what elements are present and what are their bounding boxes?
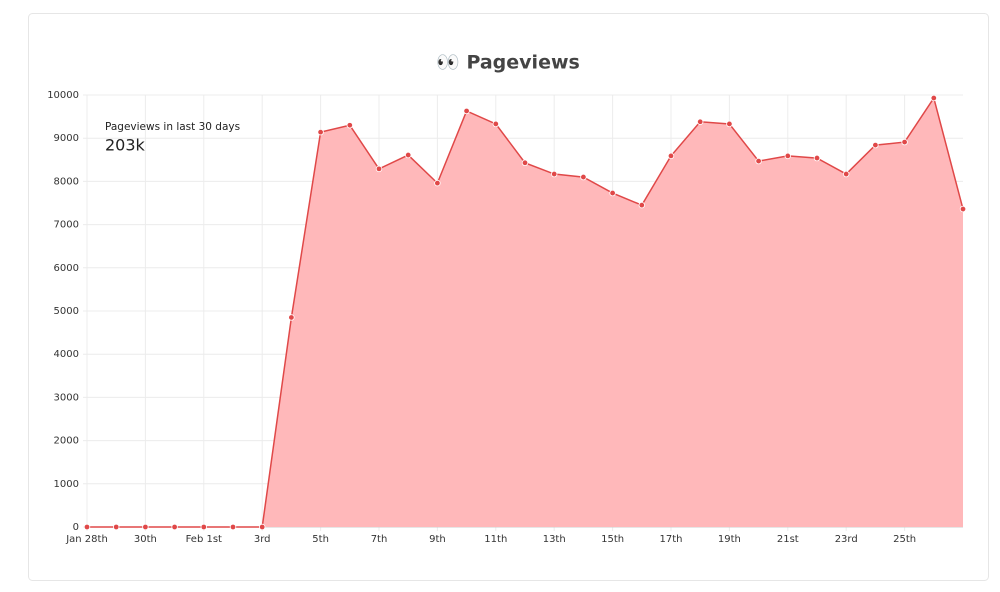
point	[872, 141, 879, 149]
point	[901, 138, 908, 146]
point	[83, 523, 91, 531]
plot	[83, 94, 967, 531]
point	[726, 120, 733, 128]
x-tick-label: 11th	[484, 534, 507, 545]
x-tick-label: 23rd	[835, 534, 858, 545]
point	[405, 151, 412, 159]
point	[930, 94, 937, 102]
point	[755, 157, 762, 165]
x-tick-label: 25th	[893, 534, 916, 545]
point	[580, 173, 587, 181]
point	[463, 107, 470, 115]
point	[229, 523, 237, 531]
annotation: Pageviews in last 30 days	[105, 121, 240, 133]
point	[142, 523, 149, 531]
point	[667, 152, 675, 160]
x-tick-label: 19th	[718, 534, 741, 545]
y-tick-label: 7000	[54, 220, 79, 231]
x-tick-label: 7th	[371, 534, 388, 545]
point	[551, 170, 558, 178]
y-tick-label: 6000	[54, 263, 79, 274]
point	[843, 170, 850, 178]
point	[200, 523, 207, 531]
y-tick-label: 0	[73, 522, 79, 533]
chart-title: 👀 Pageviews	[436, 52, 580, 74]
y-tick-label: 5000	[54, 306, 79, 317]
area	[87, 98, 963, 528]
y-tick-label: 10000	[47, 90, 79, 101]
point	[609, 189, 616, 197]
point	[959, 205, 967, 213]
y-tick-label: 2000	[54, 436, 79, 447]
x-tick-label: 3rd	[254, 534, 271, 545]
point	[171, 523, 178, 531]
x-tick-label: 17th	[660, 534, 683, 545]
x-tick-label: 9th	[429, 534, 446, 545]
point	[784, 152, 791, 160]
x-tick-label: 21st	[777, 534, 799, 545]
point	[112, 523, 120, 531]
x-tick-label: 5th	[312, 534, 329, 545]
point	[288, 314, 295, 321]
point	[434, 179, 441, 187]
point	[697, 118, 704, 125]
y-tick-label: 3000	[54, 392, 79, 403]
point	[521, 159, 529, 167]
annotation-value: 203k	[105, 136, 146, 155]
x-tick-label: Jan 28th	[65, 534, 108, 545]
x-tick-label: 30th	[134, 534, 157, 545]
x-tick-label: 13th	[543, 534, 566, 545]
point	[259, 523, 266, 531]
point	[346, 122, 353, 129]
y-tick-label: 8000	[54, 176, 79, 187]
x-tick-label: Feb 1st	[186, 534, 222, 545]
point	[492, 120, 499, 128]
y-tick-label: 1000	[54, 479, 79, 490]
point	[813, 154, 821, 162]
x-tick-label: 15th	[601, 534, 624, 545]
point	[375, 165, 383, 173]
point	[317, 128, 324, 136]
y-tick-label: 4000	[54, 349, 79, 360]
y-tick-label: 9000	[54, 133, 79, 144]
point	[638, 201, 645, 209]
